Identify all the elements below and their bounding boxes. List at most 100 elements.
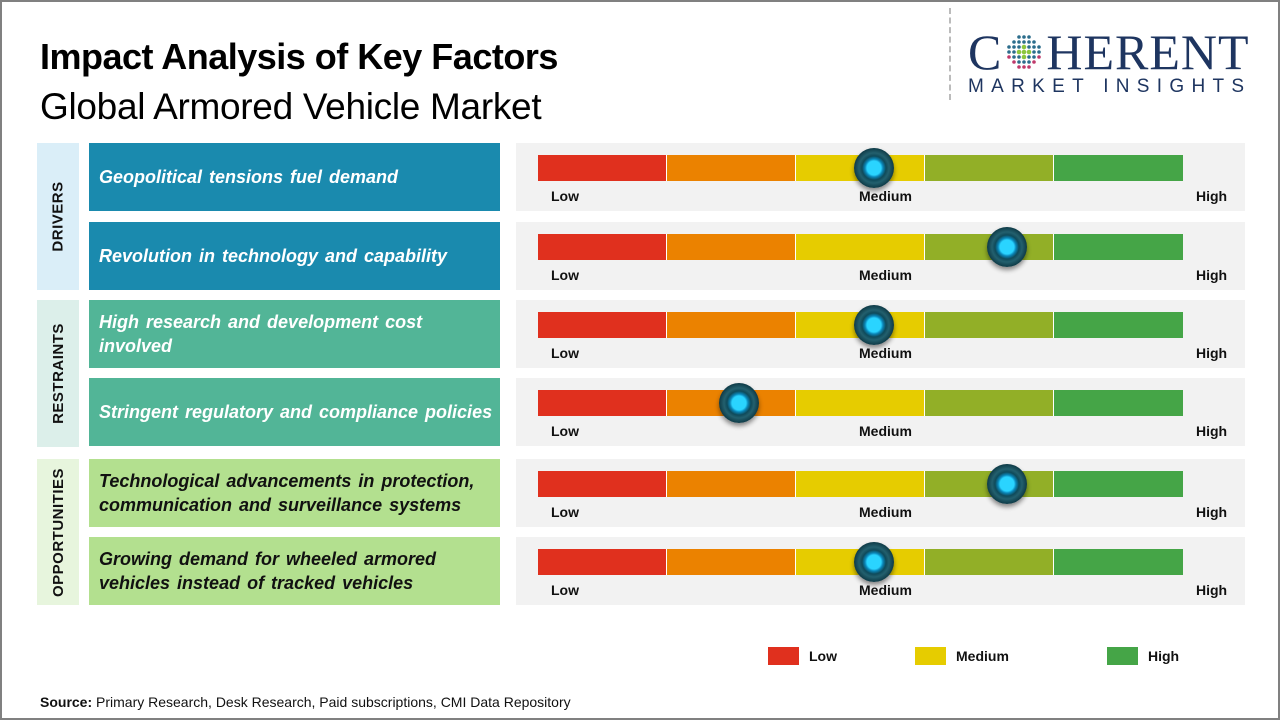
impact-bar	[538, 155, 1183, 181]
impact-segment-1	[538, 390, 667, 416]
category-label-text: OPPORTUNITIES	[49, 467, 67, 597]
source-note: Source: Primary Research, Desk Research,…	[40, 694, 571, 710]
scale-label-high: High	[1196, 188, 1228, 204]
impact-bar	[538, 471, 1183, 497]
factor-label: Geopolitical tensions fuel demand	[89, 143, 500, 211]
globe-dot	[1007, 50, 1012, 54]
impact-scale: Low Medium High	[516, 378, 1245, 446]
globe-dot	[1032, 50, 1037, 54]
impact-indicator-knob	[854, 148, 895, 188]
scale-label-medium: Medium	[859, 504, 912, 520]
legend-swatch-low	[768, 647, 799, 665]
logo-letter-c: C	[968, 24, 1003, 80]
globe-dot	[1017, 35, 1022, 39]
globe-dot	[1022, 49, 1027, 55]
impact-bar	[538, 234, 1183, 260]
globe-dot	[1007, 45, 1012, 49]
legend-label-high: High	[1148, 648, 1180, 664]
source-text: Primary Research, Desk Research, Paid su…	[92, 694, 571, 710]
scale-label-high: High	[1196, 504, 1228, 520]
impact-bar	[538, 549, 1183, 575]
impact-segment-1	[538, 234, 667, 260]
scale-label-medium: Medium	[859, 267, 912, 283]
factor-label: High research and development cost invol…	[89, 300, 500, 368]
source-label: Source:	[40, 694, 93, 710]
globe-dot	[1022, 35, 1027, 39]
impact-segment-2	[667, 234, 796, 260]
globe-dot	[1017, 45, 1022, 49]
legend-swatch-high	[1107, 647, 1138, 665]
impact-segment-3	[796, 390, 925, 416]
category-label-text: RESTRAINTS	[49, 323, 67, 424]
impact-segment-1	[538, 155, 667, 181]
legend-label-low: Low	[809, 648, 837, 664]
impact-scale: Low Medium High	[516, 222, 1245, 290]
impact-segment-5	[1054, 234, 1183, 260]
impact-segment-4	[925, 549, 1054, 575]
globe-dot	[1037, 45, 1042, 49]
impact-scale: Low Medium High	[516, 143, 1245, 211]
logo-tagline: MARKET INSIGHTS	[968, 76, 1252, 97]
impact-indicator-knob	[987, 464, 1028, 504]
globe-dot	[1022, 65, 1027, 69]
logo-divider	[949, 8, 951, 100]
legend-item-low: Low	[768, 647, 837, 665]
globe-dot	[1027, 60, 1032, 64]
scale-label-low: Low	[551, 345, 579, 361]
globe-dots-icon	[1007, 35, 1042, 69]
globe-dot	[1037, 50, 1042, 54]
scale-label-low: Low	[551, 582, 579, 598]
impact-segment-1	[538, 471, 667, 497]
globe-dot	[1017, 40, 1022, 44]
scale-label-medium: Medium	[859, 423, 912, 439]
logo-word-herent: HERENT	[1046, 24, 1250, 80]
category-label-restraints: RESTRAINTS	[37, 300, 79, 447]
impact-bar	[538, 390, 1183, 416]
globe-dot	[1027, 65, 1032, 69]
scale-label-high: High	[1196, 267, 1228, 283]
factor-label: Stringent regulatory and compliance poli…	[89, 378, 500, 446]
category-label-drivers: DRIVERS	[37, 143, 79, 290]
globe-dot	[1022, 60, 1027, 64]
page-subtitle: Global Armored Vehicle Market	[40, 86, 542, 127]
globe-dot	[1027, 40, 1032, 44]
impact-segment-2	[667, 471, 796, 497]
globe-dot	[1022, 40, 1027, 44]
globe-dot	[1022, 44, 1027, 50]
impact-segment-5	[1054, 471, 1183, 497]
factor-label: Technological advancements in protection…	[89, 459, 500, 527]
company-logo: C HERENT MARKET INSIGHTS	[968, 24, 1263, 98]
impact-segment-2	[667, 312, 796, 338]
scale-label-low: Low	[551, 188, 579, 204]
legend-item-high: High	[1107, 647, 1179, 665]
scale-label-high: High	[1196, 582, 1228, 598]
impact-segment-3	[796, 234, 925, 260]
impact-indicator-knob	[854, 305, 895, 345]
impact-segment-5	[1054, 155, 1183, 181]
globe-dot	[1032, 45, 1037, 49]
globe-dot	[1012, 40, 1017, 44]
globe-dot	[1012, 45, 1017, 49]
scale-label-high: High	[1196, 423, 1228, 439]
scale-label-low: Low	[551, 267, 579, 283]
globe-dot	[1012, 55, 1017, 59]
impact-scale: Low Medium High	[516, 459, 1245, 527]
impact-segment-2	[667, 549, 796, 575]
impact-segment-2	[667, 155, 796, 181]
legend-label-medium: Medium	[956, 648, 1009, 664]
globe-dot	[1017, 49, 1022, 55]
globe-dot	[1032, 40, 1037, 44]
factor-label: Revolution in technology and capability	[89, 222, 500, 290]
scale-label-low: Low	[551, 504, 579, 520]
impact-segment-5	[1054, 549, 1183, 575]
scale-label-medium: Medium	[859, 582, 912, 598]
category-label-opportunities: OPPORTUNITIES	[37, 459, 79, 605]
globe-dot	[1032, 55, 1037, 59]
scale-label-medium: Medium	[859, 345, 912, 361]
globe-dot	[1017, 55, 1022, 59]
globe-dot	[1012, 50, 1017, 54]
impact-segment-4	[925, 312, 1054, 338]
globe-dot	[1032, 60, 1037, 64]
globe-dot	[1017, 65, 1022, 69]
impact-segment-3	[796, 471, 925, 497]
